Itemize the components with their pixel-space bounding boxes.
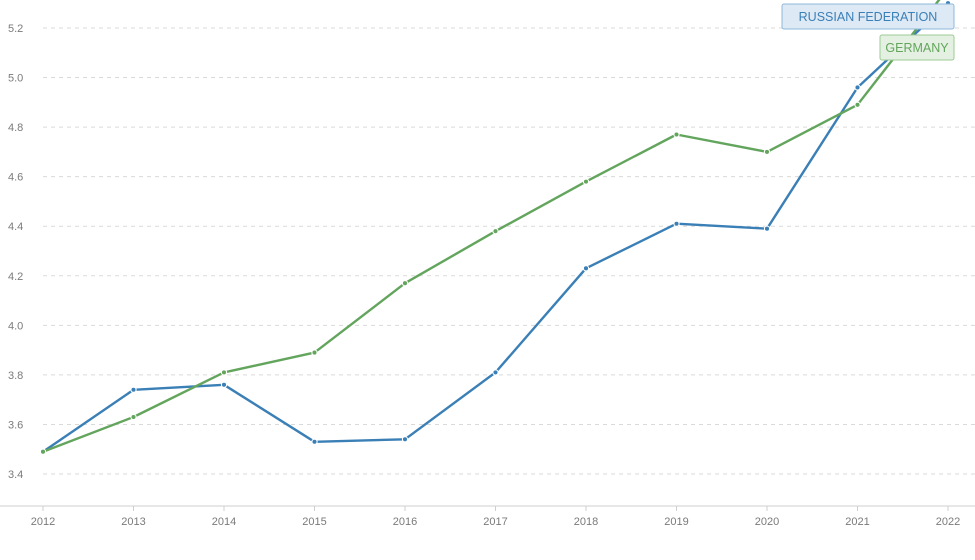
series-label-box [781,3,955,30]
data-point-russian-federation-2016[interactable] [401,436,409,443]
y-tick-label: 5.0 [8,73,23,85]
series-labels: RUSSIAN FEDERATION GERMANY [781,3,955,61]
x-tick-label: 2012 [31,516,55,528]
x-tick-label: 2018 [574,516,598,528]
y-tick-label: 4.8 [8,122,23,134]
series-line-russian-federation [41,2,950,453]
x-tick-label: 2022 [936,516,960,528]
data-point-germany-2021[interactable] [854,101,861,108]
gridlines [43,27,975,475]
series-label-text: RUSSIAN FEDERATION [799,10,938,24]
y-tick-label: 3.4 [8,469,23,481]
y-axis: 3.4 3.6 3.8 4.0 4.2 4.4 4.6 4.8 5.0 5.2 [8,23,23,481]
data-point-germany-2013[interactable] [130,413,137,421]
y-tick-label: 3.6 [8,419,23,431]
x-axis: 2012 2013 2014 2015 2016 2017 2018 2019 2020 2021… [0,505,975,528]
series-lines [39,0,952,455]
y-tick-label: 4.6 [8,172,23,184]
data-point-germany-2018[interactable] [582,178,590,185]
series-label-box [879,34,955,61]
y-tick-label: 4.0 [8,320,23,332]
data-point-germany-2015[interactable] [311,349,318,356]
data-point-russian-federation-2013[interactable] [130,386,137,393]
x-tick-label: 2021 [845,516,869,528]
data-point-germany-2016[interactable] [401,280,409,287]
data-point-russian-federation-2015[interactable] [311,438,318,445]
x-tick-label: 2013 [121,516,145,528]
x-tick-label: 2019 [664,516,688,528]
y-tick-label: 3.8 [8,370,23,382]
x-tick-label: 2016 [393,516,417,528]
x-tick-label: 2020 [755,516,779,528]
data-point-russian-federation-2014[interactable] [220,381,228,388]
x-tick-label: 2014 [212,516,236,528]
series-label-germany[interactable]: GERMANY [879,34,955,61]
series-label-russian-federation[interactable]: RUSSIAN FEDERATION [781,3,955,30]
series-germany [39,0,941,455]
data-point-germany-2017[interactable] [492,228,499,235]
data-point-germany-2014[interactable] [220,369,228,376]
y-tick-label: 5.2 [8,23,23,35]
data-point-russian-federation-2020[interactable] [763,225,771,232]
data-point-germany-2019[interactable] [673,131,680,138]
y-tick-label: 4.4 [8,221,23,233]
data-point-germany-2020[interactable] [763,148,771,156]
data-point-russian-federation-2018[interactable] [582,265,590,272]
data-point-russian-federation-2021[interactable] [854,84,861,91]
x-tick-label: 2015 [302,516,326,528]
data-point-russian-federation-2017[interactable] [492,369,499,376]
data-point-germany-2012[interactable] [39,448,47,455]
y-tick-label: 4.2 [8,271,23,283]
data-point-russian-federation-2019[interactable] [673,220,680,227]
series-russian-federation [39,0,952,455]
x-tick-label: 2017 [483,516,507,528]
series-label-text: GERMANY [885,41,949,55]
